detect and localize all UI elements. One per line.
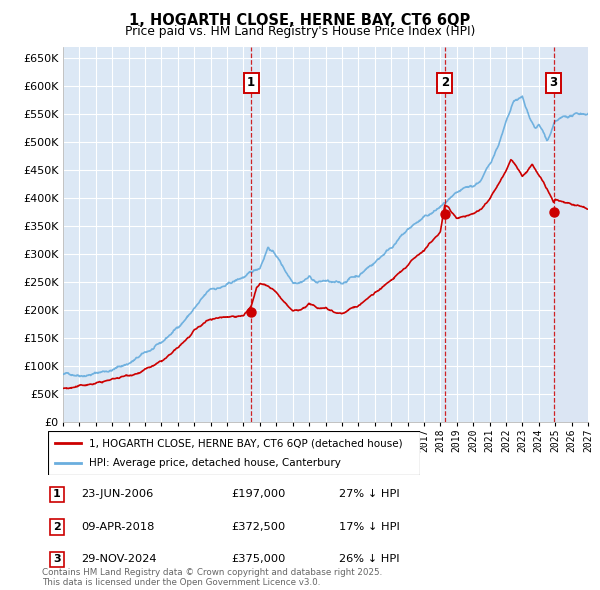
Text: 09-APR-2018: 09-APR-2018 xyxy=(81,522,154,532)
Text: £197,000: £197,000 xyxy=(231,490,286,499)
Text: 17% ↓ HPI: 17% ↓ HPI xyxy=(339,522,400,532)
Text: £372,500: £372,500 xyxy=(231,522,285,532)
Bar xyxy=(554,47,588,422)
Text: Price paid vs. HM Land Registry's House Price Index (HPI): Price paid vs. HM Land Registry's House … xyxy=(125,25,475,38)
Text: 1, HOGARTH CLOSE, HERNE BAY, CT6 6QP (detached house): 1, HOGARTH CLOSE, HERNE BAY, CT6 6QP (de… xyxy=(89,438,403,448)
Text: 2: 2 xyxy=(441,76,449,89)
Text: 1: 1 xyxy=(247,76,255,89)
Text: 3: 3 xyxy=(53,555,61,564)
Text: HPI: Average price, detached house, Canterbury: HPI: Average price, detached house, Cant… xyxy=(89,458,341,467)
Text: 1: 1 xyxy=(53,490,61,499)
Text: 1, HOGARTH CLOSE, HERNE BAY, CT6 6QP: 1, HOGARTH CLOSE, HERNE BAY, CT6 6QP xyxy=(130,13,470,28)
FancyBboxPatch shape xyxy=(48,431,420,475)
Text: 27% ↓ HPI: 27% ↓ HPI xyxy=(339,490,400,499)
Text: £375,000: £375,000 xyxy=(231,555,286,564)
Text: 2: 2 xyxy=(53,522,61,532)
Text: 3: 3 xyxy=(550,76,558,89)
Text: 26% ↓ HPI: 26% ↓ HPI xyxy=(339,555,400,564)
Text: 29-NOV-2024: 29-NOV-2024 xyxy=(81,555,157,564)
Bar xyxy=(554,47,588,422)
Text: 23-JUN-2006: 23-JUN-2006 xyxy=(81,490,153,499)
Text: Contains HM Land Registry data © Crown copyright and database right 2025.
This d: Contains HM Land Registry data © Crown c… xyxy=(42,568,382,587)
